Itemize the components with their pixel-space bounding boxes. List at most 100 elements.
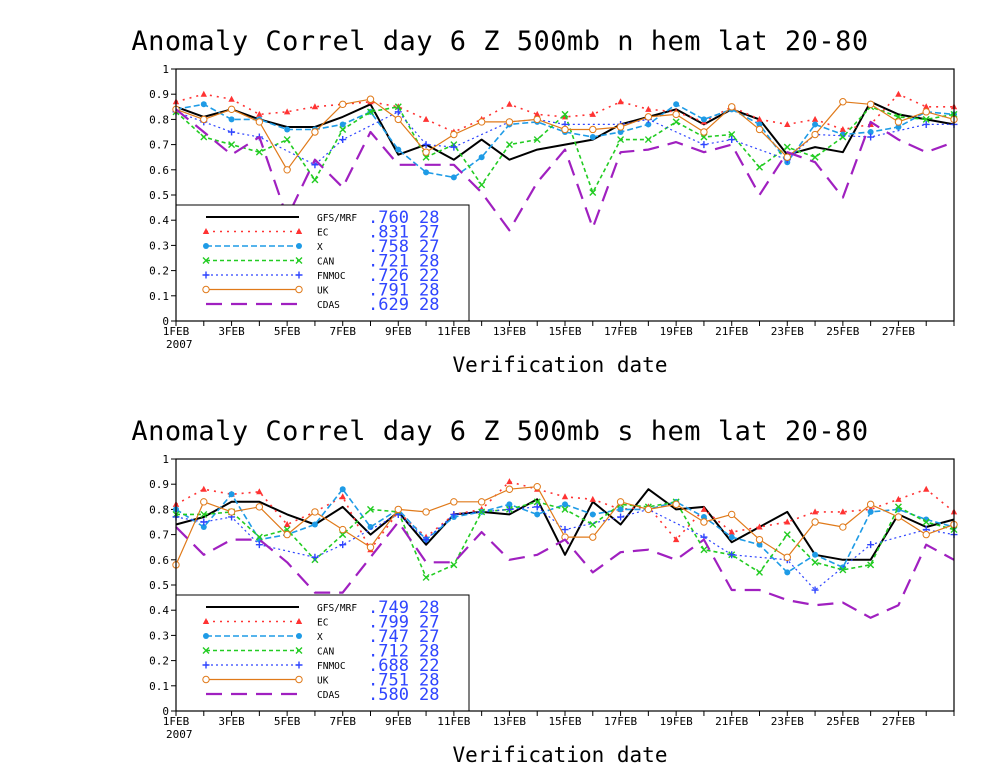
data-point: [366, 95, 375, 103]
data-point: [616, 498, 625, 506]
legend-count: 28: [419, 642, 439, 662]
legend-marker: [295, 257, 303, 264]
x-tick-label: 13FEB: [493, 325, 526, 338]
data-point: [644, 136, 652, 144]
data-point: [255, 148, 263, 156]
data-point: [700, 505, 708, 512]
legend-marker: [203, 243, 209, 249]
data-point: [561, 125, 569, 134]
data-point: [339, 525, 347, 534]
data-point: [422, 148, 430, 156]
data-point: [728, 103, 736, 111]
x-tick-label: 9FEB: [385, 325, 412, 338]
series-cdas: [175, 520, 955, 619]
y-tick-label: 0.6: [149, 164, 169, 177]
data-point: [256, 110, 263, 117]
data-point: [866, 500, 875, 509]
data-point: [894, 503, 902, 511]
x-tick-year-label: 2007: [166, 338, 193, 351]
data-point: [200, 90, 207, 97]
legend-count: 27: [419, 237, 439, 257]
legend-label: FNMOC: [317, 661, 346, 672]
x-tick-label: 1FEB: [163, 715, 190, 728]
y-tick-label: 0.8: [149, 113, 169, 126]
data-point: [672, 118, 680, 126]
legend-marker: [295, 271, 303, 279]
legend-mean: .749: [368, 598, 409, 618]
data-point: [561, 505, 569, 513]
series-line: [175, 100, 955, 161]
y-tick-label: 0.5: [149, 189, 169, 202]
legend-label: UK: [317, 676, 329, 687]
data-point: [283, 136, 291, 144]
data-point: [589, 188, 597, 196]
x-tick-label: 3FEB: [218, 715, 245, 728]
x-tick-label: 27FEB: [882, 325, 915, 338]
data-point: [839, 125, 847, 132]
data-point: [839, 566, 847, 574]
data-point: [533, 483, 541, 491]
legend-marker: [202, 228, 210, 234]
data-point: [922, 518, 930, 526]
data-point: [562, 501, 568, 508]
x-tick-label: 7FEB: [329, 325, 356, 338]
data-point: [867, 561, 875, 569]
data-point: [589, 511, 596, 518]
data-point: [228, 95, 235, 102]
data-point: [867, 508, 874, 515]
data-point: [728, 551, 736, 559]
data-point: [339, 136, 347, 144]
data-point: [228, 491, 235, 498]
legend-count: 28: [419, 671, 439, 691]
series-uk: [172, 483, 958, 569]
data-point: [478, 181, 486, 189]
data-point: [311, 161, 319, 169]
data-point: [450, 174, 457, 181]
data-point: [589, 110, 596, 117]
legend-marker: [202, 285, 210, 294]
legend-marker: [296, 243, 302, 249]
data-point: [894, 513, 903, 521]
data-point: [506, 100, 513, 107]
data-point: [533, 115, 541, 124]
x-tick-year-label: 2007: [166, 728, 193, 741]
legend-mean: .758: [368, 237, 409, 257]
legend-label: X: [317, 632, 323, 643]
series-line: [175, 103, 955, 179]
x-tick-label: 21FEB: [715, 715, 748, 728]
legend-marker: [202, 271, 210, 279]
data-point: [811, 586, 819, 594]
y-tick-label: 0.8: [149, 503, 169, 516]
data-point: [227, 105, 236, 114]
data-point: [311, 128, 319, 136]
plot-frame: [175, 68, 955, 322]
series-line: [175, 111, 954, 166]
x-tick-label: 1FEB: [163, 325, 190, 338]
y-tick-label: 0: [162, 705, 169, 718]
series-line: [175, 520, 955, 619]
legend-marker: [295, 647, 303, 654]
data-point: [283, 108, 291, 115]
y-tick-label: 0.7: [149, 139, 169, 152]
data-point: [477, 118, 486, 126]
legend-label: EC: [317, 228, 328, 239]
data-point: [283, 530, 291, 539]
legend-mean: .791: [368, 281, 409, 301]
legend-count: 28: [419, 295, 439, 315]
x-axis-label: Verification date: [453, 353, 668, 377]
data-point: [700, 546, 708, 554]
legend-mean: .726: [368, 266, 409, 286]
y-tick-label: 0.4: [149, 604, 169, 617]
data-point: [672, 110, 680, 119]
legend-mean: .831: [368, 223, 409, 243]
legend-marker: [202, 257, 210, 264]
data-point: [422, 115, 430, 122]
data-point: [923, 103, 930, 110]
chart-panel-south: Anomaly Correl day 6 Z 500mb s hem lat 2…: [0, 390, 1000, 777]
legend-marker: [295, 228, 303, 234]
data-point: [728, 131, 736, 139]
data-point: [284, 126, 291, 133]
legend-marker: [295, 618, 303, 624]
series-line: [175, 108, 955, 232]
